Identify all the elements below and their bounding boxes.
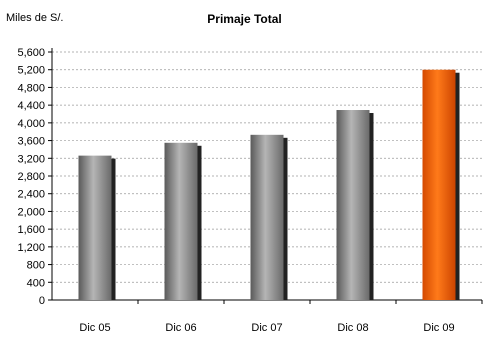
bar-shadow: [282, 137, 288, 300]
bar-dic-09: [422, 69, 456, 300]
x-tick-label: Dic 06: [165, 322, 196, 334]
bar-shadow: [110, 158, 116, 300]
y-axis-unit-label: Miles de S/.: [6, 12, 64, 24]
y-tick-label: 400: [27, 277, 45, 289]
bar-dic-07: [250, 134, 284, 300]
y-tick-label: 2,000: [17, 206, 45, 218]
bar-shadow: [196, 145, 202, 300]
y-tick-label: 4,800: [17, 82, 45, 94]
bar-dic-06: [164, 142, 198, 300]
bar-shadow: [454, 72, 460, 300]
y-tick-label: 3,200: [17, 153, 45, 165]
x-tick-label: Dic 08: [337, 322, 368, 334]
bar-shadow: [368, 113, 374, 300]
x-tick-label: Dic 07: [251, 322, 282, 334]
bar-dic-08: [336, 110, 370, 300]
bar-dic-05: [78, 155, 112, 300]
x-tick-label: Dic 09: [423, 322, 454, 334]
y-tick-label: 800: [27, 260, 45, 272]
x-tick-label: Dic 05: [79, 322, 110, 334]
y-tick-label: 2,400: [17, 189, 45, 201]
y-tick-label: 1,200: [17, 242, 45, 254]
y-tick-label: 3,600: [17, 136, 45, 148]
y-tick-label: 5,200: [17, 65, 45, 77]
chart-title: Primaje Total: [207, 12, 282, 26]
y-tick-label: 5,600: [17, 47, 45, 59]
y-tick-label: 0: [39, 295, 45, 307]
y-tick-label: 1,600: [17, 224, 45, 236]
y-tick-label: 4,400: [17, 100, 45, 112]
y-tick-label: 2,800: [17, 171, 45, 183]
y-tick-label: 4,000: [17, 118, 45, 130]
